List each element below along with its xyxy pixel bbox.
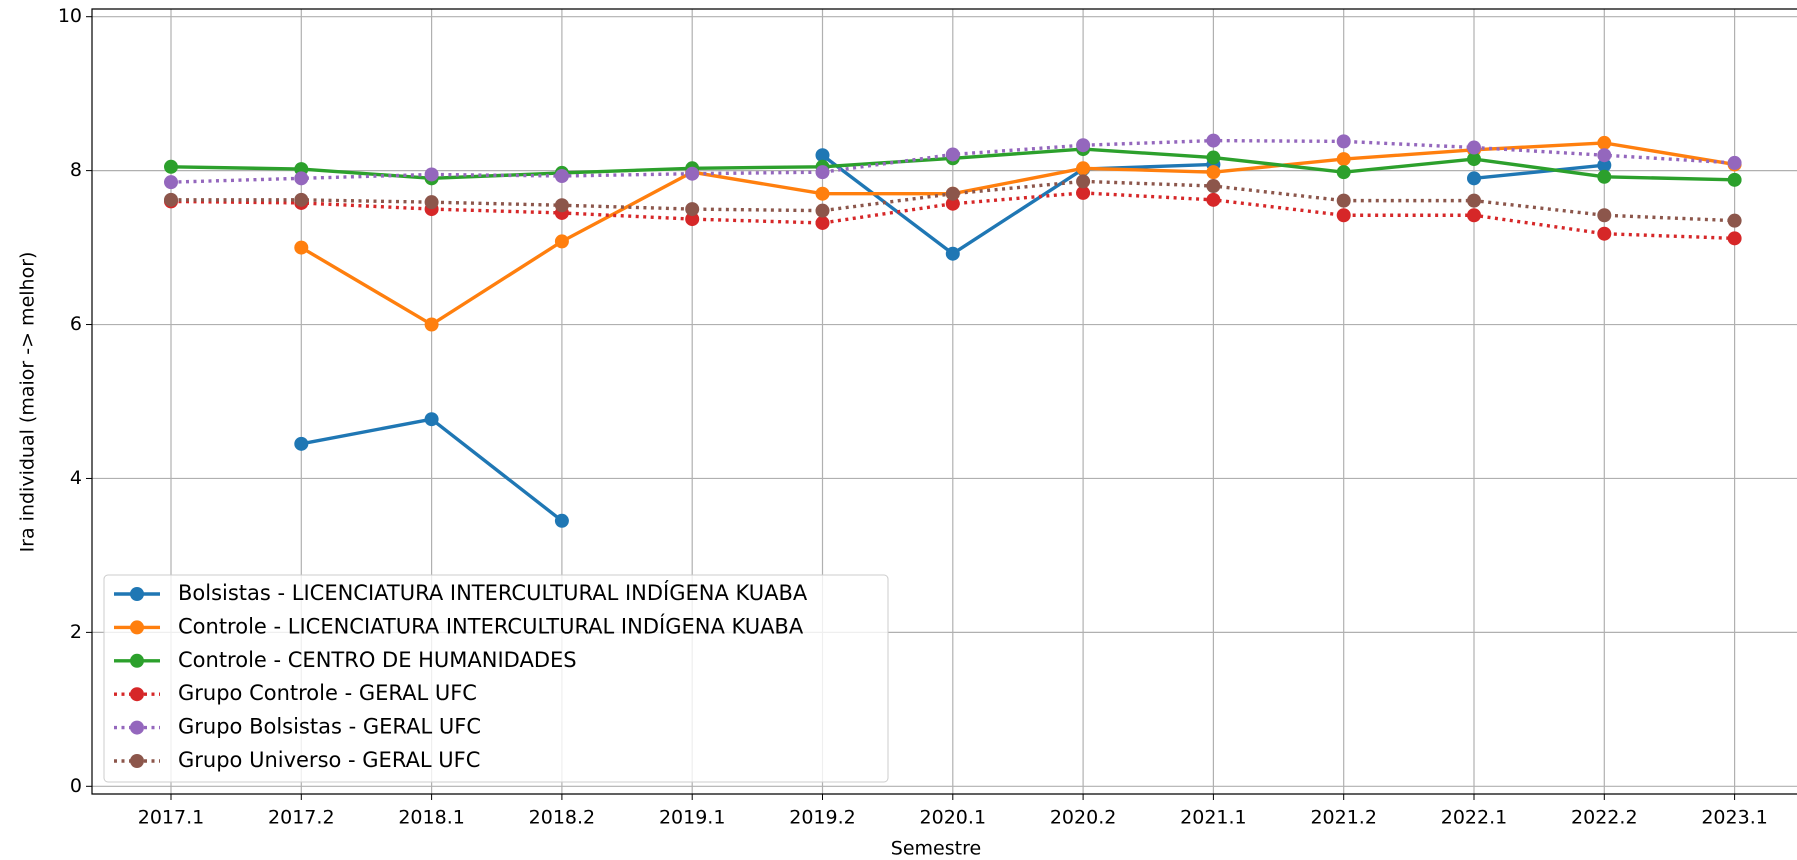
data-point xyxy=(424,167,439,182)
legend-marker xyxy=(130,587,144,601)
x-tick-label: 2018.2 xyxy=(529,807,595,829)
data-point xyxy=(1597,226,1612,241)
data-point xyxy=(1467,193,1481,208)
x-tick-label: 2021.1 xyxy=(1180,807,1246,829)
legend-box xyxy=(103,574,889,783)
data-point xyxy=(1597,208,1612,223)
x-tick-label: 2019.2 xyxy=(789,807,855,829)
legend-label: Controle - CENTRO DE HUMANIDADES xyxy=(178,648,577,672)
legend-marker xyxy=(130,754,144,768)
legend-marker xyxy=(130,620,144,635)
series-line xyxy=(1473,163,1605,181)
y-tick-label: 8 xyxy=(70,159,82,181)
series-line xyxy=(300,141,1735,327)
data-point xyxy=(1597,135,1612,150)
data-point xyxy=(1727,172,1742,187)
data-point xyxy=(554,513,569,528)
data-point xyxy=(1467,171,1481,186)
data-point xyxy=(424,412,439,427)
data-point xyxy=(815,215,830,230)
data-point xyxy=(945,186,960,201)
data-point xyxy=(424,317,439,332)
x-tick-label: 2018.1 xyxy=(398,807,464,829)
legend-label: Bolsistas - LICENCIATURA INTERCULTURAL I… xyxy=(178,580,808,605)
data-point xyxy=(1336,208,1351,223)
data-point xyxy=(554,234,569,249)
data-point xyxy=(1336,193,1351,208)
data-point xyxy=(164,175,178,190)
x-tick-label: 2020.2 xyxy=(1050,807,1116,829)
data-point xyxy=(1727,231,1742,246)
data-point xyxy=(1206,133,1221,148)
data-point xyxy=(1467,152,1481,167)
data-point xyxy=(294,240,309,255)
data-point xyxy=(1206,179,1221,194)
x-tick-label: 2017.1 xyxy=(138,807,204,829)
x-tick-label: 2017.2 xyxy=(268,807,334,829)
legend-label: Grupo Controle - GERAL UFC xyxy=(178,681,477,705)
legend-label: Grupo Universo - GERAL UFC xyxy=(178,748,480,772)
data-point xyxy=(685,212,700,227)
x-axis-label: Semestre xyxy=(891,838,981,860)
data-point xyxy=(1206,192,1221,207)
data-point xyxy=(164,192,178,207)
data-point xyxy=(424,195,439,210)
data-point xyxy=(1727,155,1742,170)
data-point xyxy=(815,148,830,163)
data-point xyxy=(554,198,569,213)
y-tick-label: 6 xyxy=(70,313,82,335)
x-tick-label: 2022.1 xyxy=(1441,807,1507,829)
y-tick-label: 2 xyxy=(70,621,82,643)
data-point xyxy=(945,246,960,261)
data-point xyxy=(294,171,309,186)
data-point xyxy=(554,169,569,184)
legend-label: Controle - LICENCIATURA INTERCULTURAL IN… xyxy=(178,613,804,638)
x-tick-label: 2023.1 xyxy=(1701,807,1767,829)
data-point xyxy=(1076,161,1091,176)
data-point xyxy=(945,196,960,211)
series-line xyxy=(821,153,1214,256)
data-point xyxy=(685,202,700,217)
legend-marker xyxy=(130,720,144,735)
data-point xyxy=(1597,169,1612,184)
legend-marker xyxy=(130,653,144,668)
data-point xyxy=(1727,213,1742,228)
data-point xyxy=(815,165,830,180)
data-point xyxy=(815,186,830,201)
data-point xyxy=(1336,134,1351,149)
data-point xyxy=(1206,165,1221,180)
data-point xyxy=(685,166,700,181)
legend-label: Grupo Bolsistas - GERAL UFC xyxy=(178,715,481,739)
data-point xyxy=(1206,150,1221,165)
legend-marker xyxy=(130,687,144,702)
y-tick-label: 0 xyxy=(70,775,82,797)
data-point xyxy=(1467,208,1481,223)
data-point xyxy=(815,203,830,218)
plot-frame xyxy=(91,8,1797,795)
y-tick-label: 10 xyxy=(58,5,82,27)
data-point xyxy=(1076,138,1091,153)
x-tick-label: 2020.1 xyxy=(920,807,986,829)
data-point xyxy=(294,192,309,207)
data-point xyxy=(294,436,309,451)
y-tick-label: 4 xyxy=(70,467,82,489)
data-point xyxy=(164,159,178,174)
data-point xyxy=(945,147,960,162)
y-axis-label: Ira individual (maior -> melhor) xyxy=(17,252,39,553)
data-point xyxy=(1597,158,1612,173)
x-tick-label: 2019.1 xyxy=(659,807,725,829)
x-tick-label: 2022.2 xyxy=(1571,807,1637,829)
data-point xyxy=(1467,140,1481,155)
data-point xyxy=(1076,174,1091,189)
x-tick-label: 2021.2 xyxy=(1310,807,1376,829)
data-point xyxy=(1336,152,1351,167)
data-point xyxy=(1336,165,1351,180)
data-point xyxy=(1597,148,1612,163)
data-point xyxy=(1076,185,1091,200)
